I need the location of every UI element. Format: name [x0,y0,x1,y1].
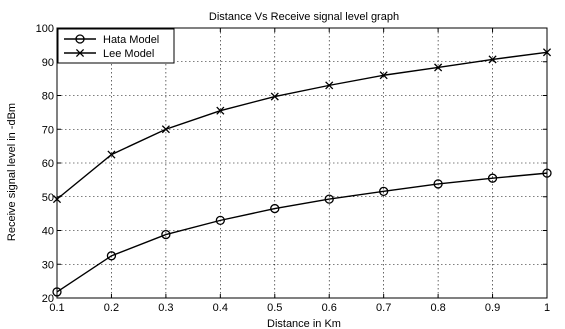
lee-model-point [107,150,116,159]
x-tick-label: 1 [544,302,550,314]
y-tick-label: 90 [42,57,54,69]
hata-model-point [161,229,171,240]
lee-model-point [434,63,443,72]
x-tick-label: 0.8 [430,302,445,314]
legend-marker-lee-model [75,48,85,58]
legend-marker-hata-model [75,34,85,44]
lee-model-point [488,55,497,64]
x-tick-label: 0.1 [49,302,64,314]
hata-model-point [324,194,334,204]
lee-model-point [379,71,388,80]
y-tick-label: 20 [42,293,54,305]
hata-model-point [487,173,498,183]
y-tick-label: 80 [42,91,54,103]
legend-label-lee-model: Lee Model [103,48,154,60]
x-tick-label: 0.5 [267,302,282,314]
lee-model-point [325,81,334,90]
lee-model-point [216,106,225,115]
lee-model-line [56,51,548,200]
y-tick-label: 30 [42,259,54,271]
series-group [52,48,552,297]
x-tick-label: 0.9 [485,302,500,314]
y-tick-label: 70 [42,124,54,136]
grid [57,28,547,298]
x-tick-label: 0.7 [376,302,391,314]
x-tick-label: 0.3 [158,302,173,314]
y-axis-label: Receive signal level in -dBm [6,103,18,241]
lee-model-point [270,92,279,101]
hata-model-point [379,186,389,197]
hata-model-point [433,179,443,189]
x-axis-label: Distance in Km [267,318,341,329]
hata-model-point [270,203,280,214]
y-tick-label: 40 [42,226,54,238]
hata-model-line [56,172,548,293]
legend-label-hata-model: Hata Model [103,34,159,46]
legend: Hata Model Lee Model [57,28,175,64]
x-tick-label: 0.2 [104,302,119,314]
x-tick-label: 0.6 [322,302,337,314]
hata-model-series [52,168,552,297]
hata-model-point [106,251,117,261]
y-tick-label: 60 [42,158,54,170]
axis-ticks: 0.1 0.2 0.3 0.4 0.5 0.6 0.7 0.8 0.9 1 20 30 40 50 60 70… [36,23,550,314]
lee-model-point [161,125,170,134]
y-tick-label: 50 [42,192,54,204]
hata-model-point [215,215,225,226]
legend-box [57,28,175,64]
x-tick-label: 0.4 [213,302,228,314]
chart-title: Distance Vs Receive signal level graph [209,11,399,23]
y-tick-label: 100 [36,23,54,35]
